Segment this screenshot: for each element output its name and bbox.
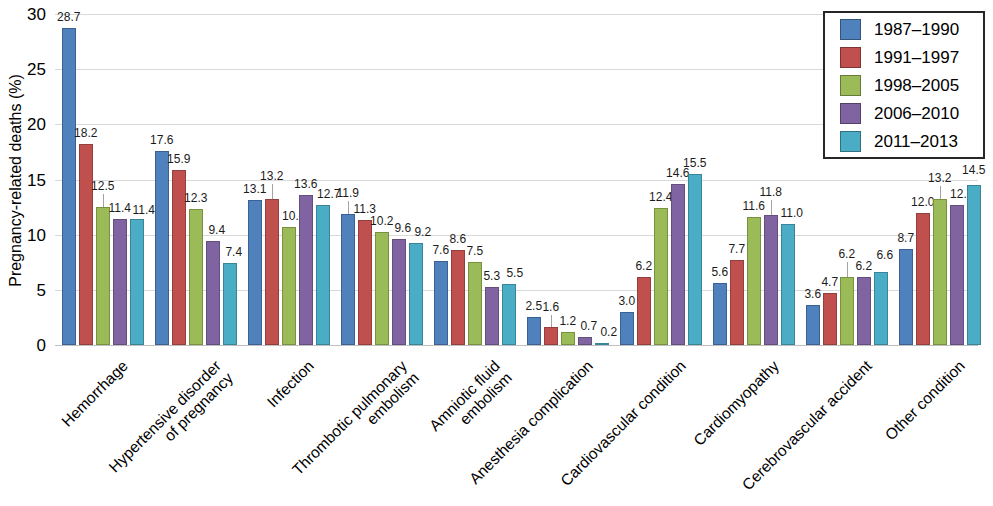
label-leader-line	[940, 186, 941, 199]
bar-hemorrhage-1998-2005	[96, 207, 110, 345]
y-axis-title: Pregnancy-related deaths (%)	[7, 16, 26, 346]
bar-hemorrhage-1991-1997	[79, 144, 93, 345]
bar-cardiovascular-condition-1998-2005	[654, 208, 668, 345]
bar-anesthesia-complication-2011-2013	[595, 343, 609, 345]
bar-value-label: 7.4	[214, 246, 254, 259]
legend-item-1987-1990: 1987–1990	[840, 19, 983, 40]
bar-value-label: 1.6	[531, 301, 571, 314]
legend-swatch-1987-1990	[840, 19, 861, 40]
bar-value-label: 13.1	[235, 183, 275, 196]
bar-hypertensive-disorder-of-pregnancy-1987-1990	[155, 151, 169, 345]
bar-value-label: 11.4	[124, 204, 164, 217]
bar-anesthesia-complication-1987-1990	[527, 317, 541, 345]
bar-cardiovascular-condition-1991-1997	[637, 277, 651, 345]
bar-cardiomyopathy-2006-2010	[764, 215, 778, 345]
bar-other-condition-1991-1997	[916, 213, 930, 345]
bar-value-label: 12.3	[176, 192, 216, 205]
legend-item-label: 1991–1997	[874, 47, 959, 68]
bar-other-condition-1998-2005	[933, 199, 947, 345]
gridline-15	[55, 180, 978, 181]
legend-item-label: 2006–2010	[874, 103, 959, 124]
bar-value-label: 12.7	[309, 188, 349, 201]
bar-amniotic-fluid-embolism-2006-2010	[485, 287, 499, 345]
legend-item-1998-2005: 1998–2005	[840, 75, 983, 96]
bar-infection-2006-2010	[299, 195, 313, 345]
legend-swatch-2011-2013	[840, 131, 861, 152]
bar-cardiomyopathy-1991-1997	[730, 260, 744, 345]
legend-swatch-1998-2005	[840, 75, 861, 96]
bar-hemorrhage-2011-2013	[130, 219, 144, 345]
bar-value-label: 9.2	[403, 226, 443, 239]
bar-other-condition-2011-2013	[967, 185, 981, 345]
bar-hemorrhage-2006-2010	[113, 219, 127, 345]
bar-value-label: 14.5	[954, 164, 993, 177]
bar-value-label: 11.0	[772, 207, 812, 220]
bar-hypertensive-disorder-of-pregnancy-2011-2013	[223, 263, 237, 345]
label-leader-line	[272, 184, 273, 199]
bar-other-condition-1987-1990	[899, 249, 913, 345]
bar-cerebrovascular-accident-1991-1997	[823, 293, 837, 345]
bar-value-label: 15.9	[159, 153, 199, 166]
bar-cerebrovascular-accident-1987-1990	[806, 305, 820, 345]
bar-value-label: 15.5	[675, 157, 715, 170]
grouped-bar-chart: 05101520253028.717.613.111.97.62.53.05.6…	[0, 0, 993, 506]
bar-value-label: 18.2	[66, 127, 106, 140]
bar-value-label: 6.6	[865, 249, 905, 262]
bar-thrombotic-pulmonary-embolism-2006-2010	[392, 239, 406, 345]
bar-value-label: 28.7	[49, 11, 89, 24]
bar-anesthesia-complication-1991-1997	[544, 327, 558, 345]
bar-value-label: 12.5	[83, 180, 123, 193]
bar-value-label: 11.6	[734, 200, 774, 213]
legend-item-1991-1997: 1991–1997	[840, 47, 983, 68]
bar-infection-1987-1990	[248, 200, 262, 345]
bar-thrombotic-pulmonary-embolism-2011-2013	[409, 243, 423, 345]
bar-value-label: 9.4	[197, 224, 237, 237]
legend-item-2006-2010: 2006–2010	[840, 103, 983, 124]
bar-cerebrovascular-accident-2006-2010	[857, 277, 871, 345]
bar-thrombotic-pulmonary-embolism-1991-1997	[358, 220, 372, 345]
legend-swatch-2006-2010	[840, 103, 861, 124]
bar-cardiovascular-condition-2006-2010	[671, 184, 685, 345]
bar-other-condition-2006-2010	[950, 205, 964, 345]
bar-anesthesia-complication-1998-2005	[561, 332, 575, 345]
legend-item-label: 1998–2005	[874, 75, 959, 96]
bar-cardiovascular-condition-2011-2013	[688, 174, 702, 345]
bar-value-label: 0.2	[589, 326, 629, 339]
legend-item-label: 2011–2013	[874, 131, 958, 152]
bar-infection-1998-2005	[282, 227, 296, 345]
bar-cerebrovascular-accident-2011-2013	[874, 272, 888, 345]
legend-item-2011-2013: 2011–2013	[840, 131, 983, 152]
bar-thrombotic-pulmonary-embolism-1998-2005	[375, 232, 389, 345]
bar-cardiomyopathy-2011-2013	[781, 224, 795, 345]
gridline-0	[55, 345, 978, 346]
bar-cerebrovascular-accident-1998-2005	[840, 277, 854, 345]
legend: 1987–1990 1991–1997 1998–2005 2006–2010 2011…	[823, 11, 985, 159]
legend-item-label: 1987–1990	[874, 19, 959, 40]
bar-hemorrhage-1987-1990	[62, 28, 76, 345]
bar-value-label: 5.5	[495, 267, 535, 280]
bar-amniotic-fluid-embolism-1991-1997	[451, 250, 465, 345]
bar-value-label: 11.8	[751, 186, 791, 199]
bar-infection-2011-2013	[316, 205, 330, 345]
bar-value-label: 17.6	[142, 134, 182, 147]
bar-value-label: 7.5	[455, 245, 495, 258]
bar-cardiomyopathy-1987-1990	[713, 283, 727, 345]
bar-amniotic-fluid-embolism-1987-1990	[434, 261, 448, 345]
legend-swatch-1991-1997	[840, 47, 861, 68]
bar-amniotic-fluid-embolism-2011-2013	[502, 284, 516, 345]
bar-thrombotic-pulmonary-embolism-1987-1990	[341, 214, 355, 345]
bar-cardiomyopathy-1998-2005	[747, 217, 761, 345]
